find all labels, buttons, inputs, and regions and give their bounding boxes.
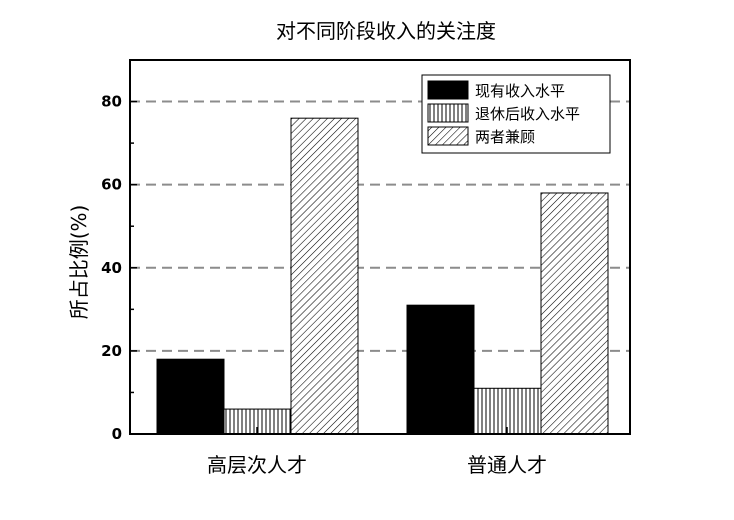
- plot-frame: [129, 59, 631, 435]
- y-tick-label-20: 20: [101, 342, 122, 360]
- bar-1-series-1: [156, 358, 225, 435]
- bar-2-series-3: [540, 192, 609, 435]
- legend-label-1: 现有收入水平: [475, 82, 565, 100]
- legend-label-2: 退休后收入水平: [475, 105, 580, 123]
- legend-swatch-2: [427, 103, 469, 123]
- y-tick-label-80: 80: [101, 93, 122, 111]
- axis-ticks: [130, 100, 508, 435]
- y-tick-label-60: 60: [101, 176, 122, 194]
- bars: [156, 117, 609, 435]
- x-category-labels: 高层次人才 普通人才: [207, 453, 547, 477]
- y-tick-label-0: 0: [112, 425, 122, 443]
- y-tick-label-40: 40: [101, 259, 122, 277]
- legend-label-3: 两者兼顾: [475, 128, 535, 146]
- y-axis-label: 所占比例(%): [67, 205, 91, 320]
- chart-title: 对不同阶段收入的关注度: [276, 19, 496, 43]
- category-label-1: 高层次人才: [207, 453, 307, 477]
- category-label-2: 普通人才: [467, 453, 547, 477]
- y-tick-labels: 0 20 40 60 80: [101, 93, 122, 443]
- legend-swatch-1: [427, 80, 469, 100]
- bar-1-series-3: [290, 117, 359, 435]
- legend-swatch-3: [427, 126, 469, 146]
- bar-2-series-1: [406, 304, 475, 435]
